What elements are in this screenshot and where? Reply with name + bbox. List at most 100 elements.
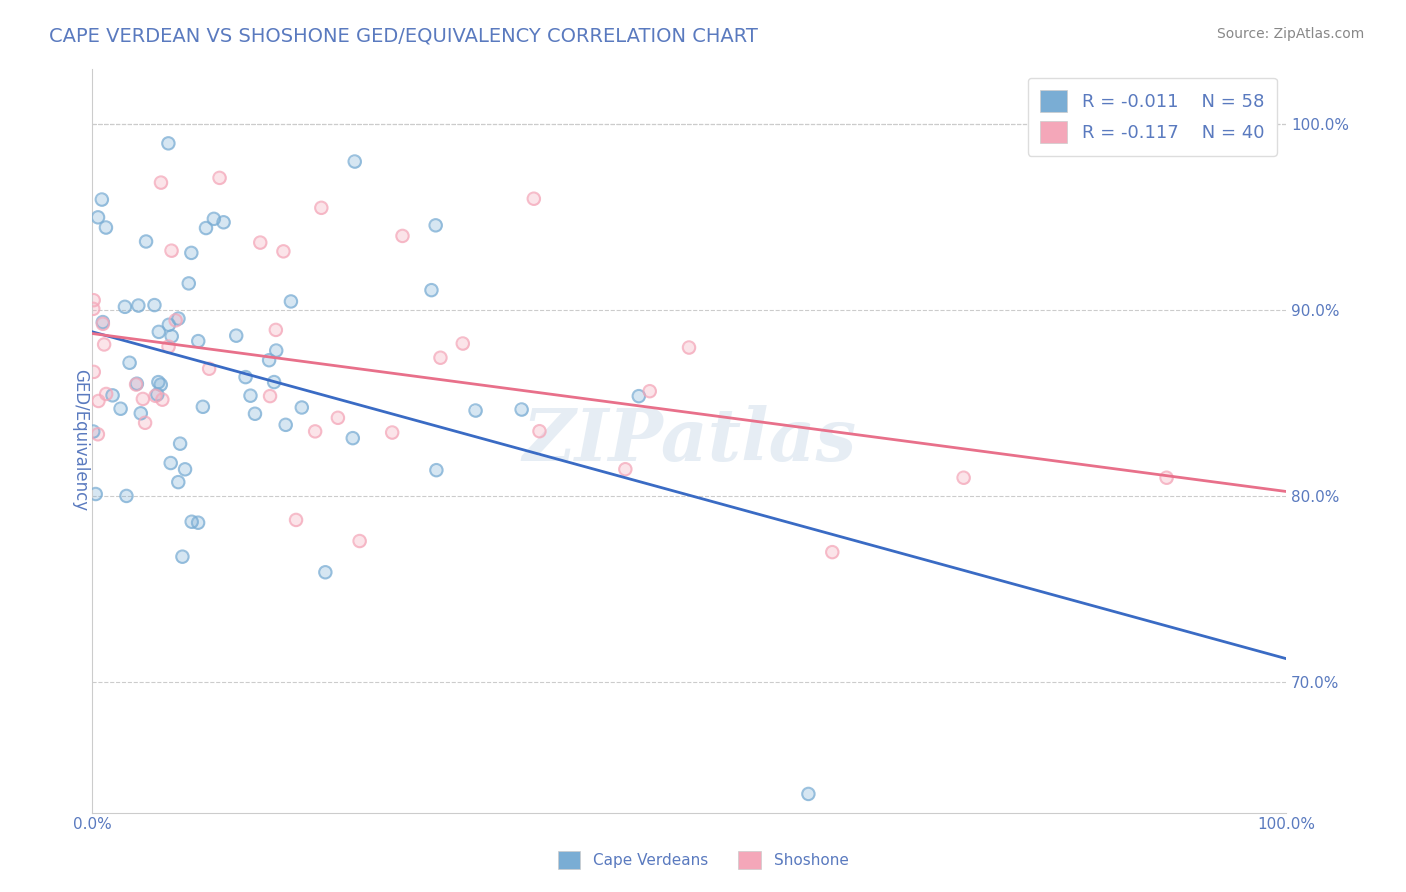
Point bbox=[180, 515, 202, 529]
Point bbox=[160, 244, 183, 258]
Point bbox=[177, 277, 200, 291]
Point bbox=[150, 392, 173, 407]
Point bbox=[821, 545, 844, 559]
Text: CAPE VERDEAN VS SHOSHONE GED/EQUIVALENCY CORRELATION CHART: CAPE VERDEAN VS SHOSHONE GED/EQUIVALENCY… bbox=[49, 27, 758, 45]
Point bbox=[420, 283, 443, 297]
Point bbox=[90, 193, 112, 207]
Point bbox=[148, 325, 170, 339]
Point bbox=[627, 389, 650, 403]
Legend: R = -0.011    N = 58, R = -0.117    N = 40: R = -0.011 N = 58, R = -0.117 N = 40 bbox=[1028, 78, 1277, 156]
Point bbox=[180, 246, 202, 260]
Point bbox=[135, 235, 157, 249]
Point bbox=[263, 375, 285, 389]
Point bbox=[326, 410, 349, 425]
Point bbox=[110, 401, 132, 416]
Point bbox=[82, 425, 104, 439]
Point bbox=[429, 351, 451, 365]
Point bbox=[84, 487, 107, 501]
Point bbox=[291, 401, 314, 415]
Point bbox=[101, 388, 124, 402]
Point bbox=[87, 427, 110, 442]
Point bbox=[191, 400, 214, 414]
Point bbox=[952, 471, 974, 485]
Point bbox=[529, 424, 551, 438]
Point bbox=[91, 315, 114, 329]
Point bbox=[127, 299, 149, 313]
Point bbox=[125, 377, 148, 392]
Point bbox=[243, 407, 266, 421]
Point bbox=[1156, 471, 1178, 485]
Point bbox=[180, 246, 202, 260]
Y-axis label: GED/Equivalency: GED/Equivalency bbox=[72, 369, 89, 512]
Point bbox=[83, 293, 105, 308]
Point bbox=[391, 228, 413, 243]
Point bbox=[169, 436, 191, 450]
Point bbox=[191, 400, 214, 414]
Point bbox=[96, 387, 118, 401]
Point bbox=[614, 462, 637, 476]
Point bbox=[87, 394, 110, 409]
Point bbox=[198, 361, 221, 376]
Point bbox=[821, 545, 844, 559]
Point bbox=[160, 329, 183, 343]
Point bbox=[132, 392, 155, 406]
Point bbox=[87, 427, 110, 442]
Point bbox=[118, 356, 141, 370]
Point bbox=[172, 549, 194, 564]
Point bbox=[165, 313, 187, 327]
Point bbox=[257, 353, 280, 368]
Point bbox=[125, 376, 148, 391]
Point bbox=[143, 298, 166, 312]
Point bbox=[273, 244, 295, 259]
Point bbox=[239, 389, 262, 403]
Point bbox=[273, 244, 295, 259]
Point bbox=[87, 211, 110, 225]
Point bbox=[314, 566, 336, 580]
Point bbox=[280, 294, 302, 309]
Point bbox=[129, 406, 152, 420]
Point bbox=[83, 365, 105, 379]
Point bbox=[678, 341, 700, 355]
Point bbox=[149, 377, 172, 392]
Point bbox=[249, 235, 271, 250]
Legend: Cape Verdeans, Shoshone: Cape Verdeans, Shoshone bbox=[551, 845, 855, 875]
Point bbox=[159, 456, 181, 470]
Point bbox=[134, 416, 156, 430]
Point bbox=[678, 341, 700, 355]
Point bbox=[157, 340, 180, 354]
Point bbox=[84, 487, 107, 501]
Point bbox=[96, 387, 118, 401]
Point bbox=[239, 389, 262, 403]
Point bbox=[143, 298, 166, 312]
Point bbox=[285, 513, 308, 527]
Point bbox=[304, 425, 326, 439]
Point bbox=[148, 325, 170, 339]
Point bbox=[342, 431, 364, 445]
Point bbox=[264, 343, 287, 358]
Point bbox=[797, 787, 820, 801]
Point bbox=[177, 277, 200, 291]
Point bbox=[198, 361, 221, 376]
Point bbox=[343, 154, 366, 169]
Point bbox=[451, 336, 474, 351]
Point bbox=[167, 311, 190, 326]
Point bbox=[257, 353, 280, 368]
Point bbox=[127, 299, 149, 313]
Point bbox=[132, 392, 155, 406]
Point bbox=[146, 387, 169, 401]
Point bbox=[264, 343, 287, 358]
Point bbox=[195, 221, 218, 235]
Point bbox=[157, 136, 180, 151]
Point bbox=[311, 201, 333, 215]
Point bbox=[264, 323, 287, 337]
Point bbox=[263, 375, 285, 389]
Point bbox=[523, 192, 546, 206]
Point bbox=[110, 401, 132, 416]
Point bbox=[264, 323, 287, 337]
Point bbox=[195, 221, 218, 235]
Point bbox=[83, 293, 105, 308]
Point bbox=[952, 471, 974, 485]
Point bbox=[157, 318, 180, 332]
Point bbox=[115, 489, 138, 503]
Point bbox=[259, 389, 281, 403]
